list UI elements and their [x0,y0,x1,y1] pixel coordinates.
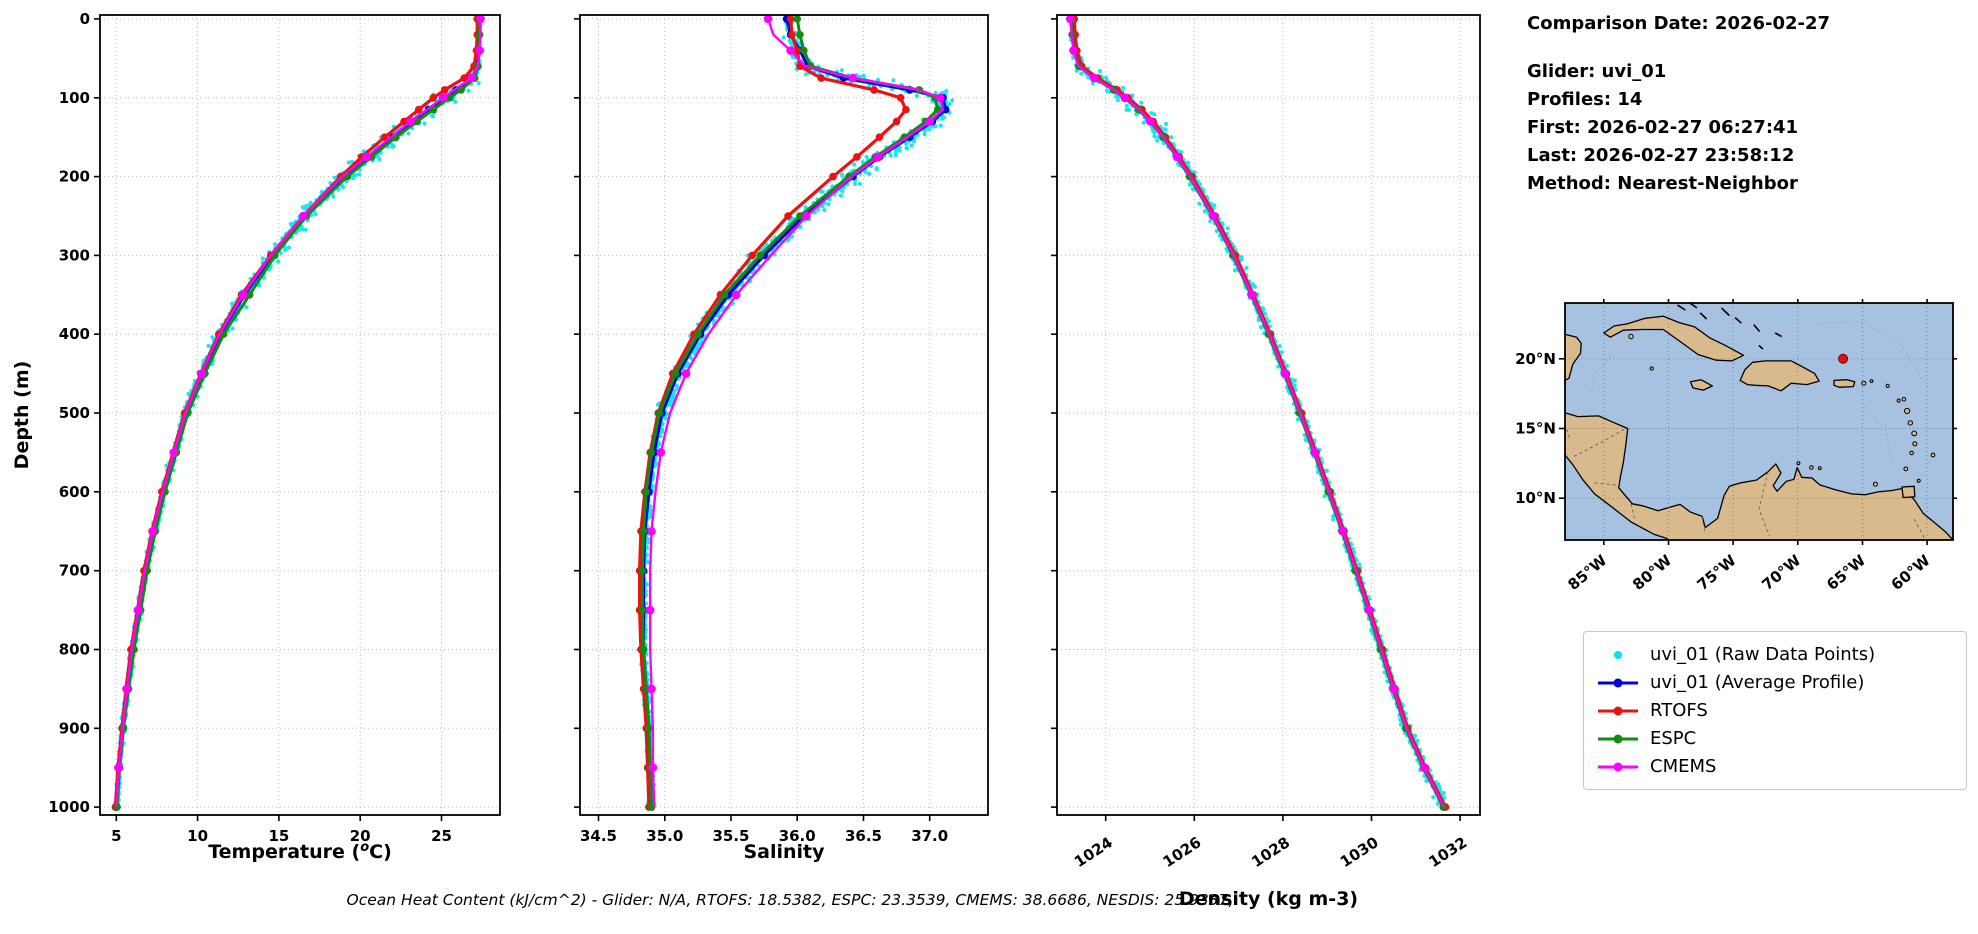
glider-location-marker [1838,353,1849,364]
svg-text:25: 25 [431,827,452,845]
svg-text:Depth (m): Depth (m) [11,361,33,470]
svg-text:5: 5 [111,827,121,845]
legend-label: uvi_01 (Average Profile) [1650,672,1865,693]
legend-label: CMEMS [1650,756,1717,777]
svg-text:700: 700 [59,562,90,580]
svg-text:1030: 1030 [1337,833,1382,871]
location-map: 85°W 80°W 75°W 70°W 65°W 60°W 20°N 15°N 10°N [1515,293,1957,594]
legend-item-average: uvi_01 (Average Profile) [1596,672,1946,693]
temperature-plot: 5 10 15 20 25 0 100 200 300 400 500 600 700 800 900 100… [11,10,501,863]
legend-label: uvi_01 (Raw Data Points) [1650,644,1876,665]
svg-text:36.0: 36.0 [779,827,816,845]
method: Method: Nearest-Neighbor [1527,173,1798,194]
svg-text:35.5: 35.5 [712,827,749,845]
svg-text:1024: 1024 [1071,833,1116,871]
legend: uvi_01 (Raw Data Points) uvi_01 (Average… [1583,631,1967,790]
legend-item-espc: ESPC [1596,728,1946,749]
svg-text:800: 800 [59,641,90,659]
svg-text:100: 100 [59,89,90,107]
svg-text:15°N: 15°N [1515,420,1556,438]
legend-marker-cmems-icon [1598,762,1638,771]
svg-text:85°W: 85°W [1564,551,1610,594]
svg-text:400: 400 [59,325,90,343]
ocean-heat-content-caption: Ocean Heat Content (kJ/cm^2) - Glider: N… [346,891,1234,909]
svg-text:15: 15 [268,827,289,845]
map-puerto-rico [1833,379,1856,388]
legend-marker-espc-icon [1598,734,1638,743]
svg-text:34.5: 34.5 [580,827,617,845]
svg-text:600: 600 [59,483,90,501]
map-cuba [1603,315,1745,362]
svg-text:75°W: 75°W [1694,551,1740,594]
svg-text:900: 900 [59,719,90,737]
svg-text:1032: 1032 [1425,833,1470,871]
svg-text:500: 500 [59,404,90,422]
temperature-series-cmems [114,14,485,808]
density-series-cmems [1066,14,1446,808]
svg-text:20°N: 20°N [1515,350,1556,368]
profiles-count: Profiles: 14 [1527,89,1643,110]
svg-text:Salinity: Salinity [743,841,825,863]
legend-item-rtofs: RTOFS [1596,700,1946,721]
svg-text:60°W: 60°W [1888,551,1934,594]
salinity-series-cmems [645,14,945,808]
density-plot: 1024 1026 1028 1030 1032 Density (kg m-3) [1051,14,1481,910]
svg-text:80°W: 80°W [1629,551,1675,594]
svg-text:300: 300 [59,246,90,264]
glider-name: Glider: uvi_01 [1527,61,1667,82]
svg-text:70°W: 70°W [1758,551,1804,594]
svg-text:65°W: 65°W [1823,551,1869,594]
svg-text:1000: 1000 [48,798,90,816]
last-profile-time: Last: 2026-02-27 23:58:12 [1527,145,1795,166]
legend-marker-average-icon [1598,678,1638,687]
info-panel: Comparison Date: 2026-02-27 Glider: uvi_… [1527,10,1830,198]
svg-text:10: 10 [187,827,208,845]
svg-text:36.5: 36.5 [845,827,882,845]
first-profile-time: First: 2026-02-27 06:27:41 [1527,117,1799,138]
svg-text:1028: 1028 [1248,833,1293,871]
legend-item-cmems: CMEMS [1596,756,1946,777]
svg-text:200: 200 [59,168,90,186]
legend-marker-raw-icon [1614,650,1622,659]
legend-label: RTOFS [1650,700,1708,721]
svg-text:10°N: 10°N [1515,489,1556,507]
map-trinidad [1901,485,1916,499]
svg-text:1026: 1026 [1160,833,1205,871]
map-jamaica [1689,379,1714,391]
map-florida [1653,293,1667,301]
svg-text:0: 0 [80,10,90,28]
map-hispaniola [1739,360,1820,392]
svg-text:20: 20 [350,827,371,845]
svg-text:37.0: 37.0 [911,827,948,845]
legend-item-raw: uvi_01 (Raw Data Points) [1596,644,1946,665]
svg-text:35.0: 35.0 [646,827,683,845]
info-spacer [1527,38,1830,58]
svg-text:Density (kg m-3): Density (kg m-3) [1179,888,1358,910]
legend-marker-rtofs-icon [1598,706,1638,715]
comparison-date: Comparison Date: 2026-02-27 [1527,13,1831,34]
salinity-plot: 34.5 35.0 35.5 36.0 36.5 37.0 Salinity [574,14,989,863]
legend-label: ESPC [1650,728,1697,749]
svg-text:Temperature (oC): Temperature (oC) [208,840,392,863]
